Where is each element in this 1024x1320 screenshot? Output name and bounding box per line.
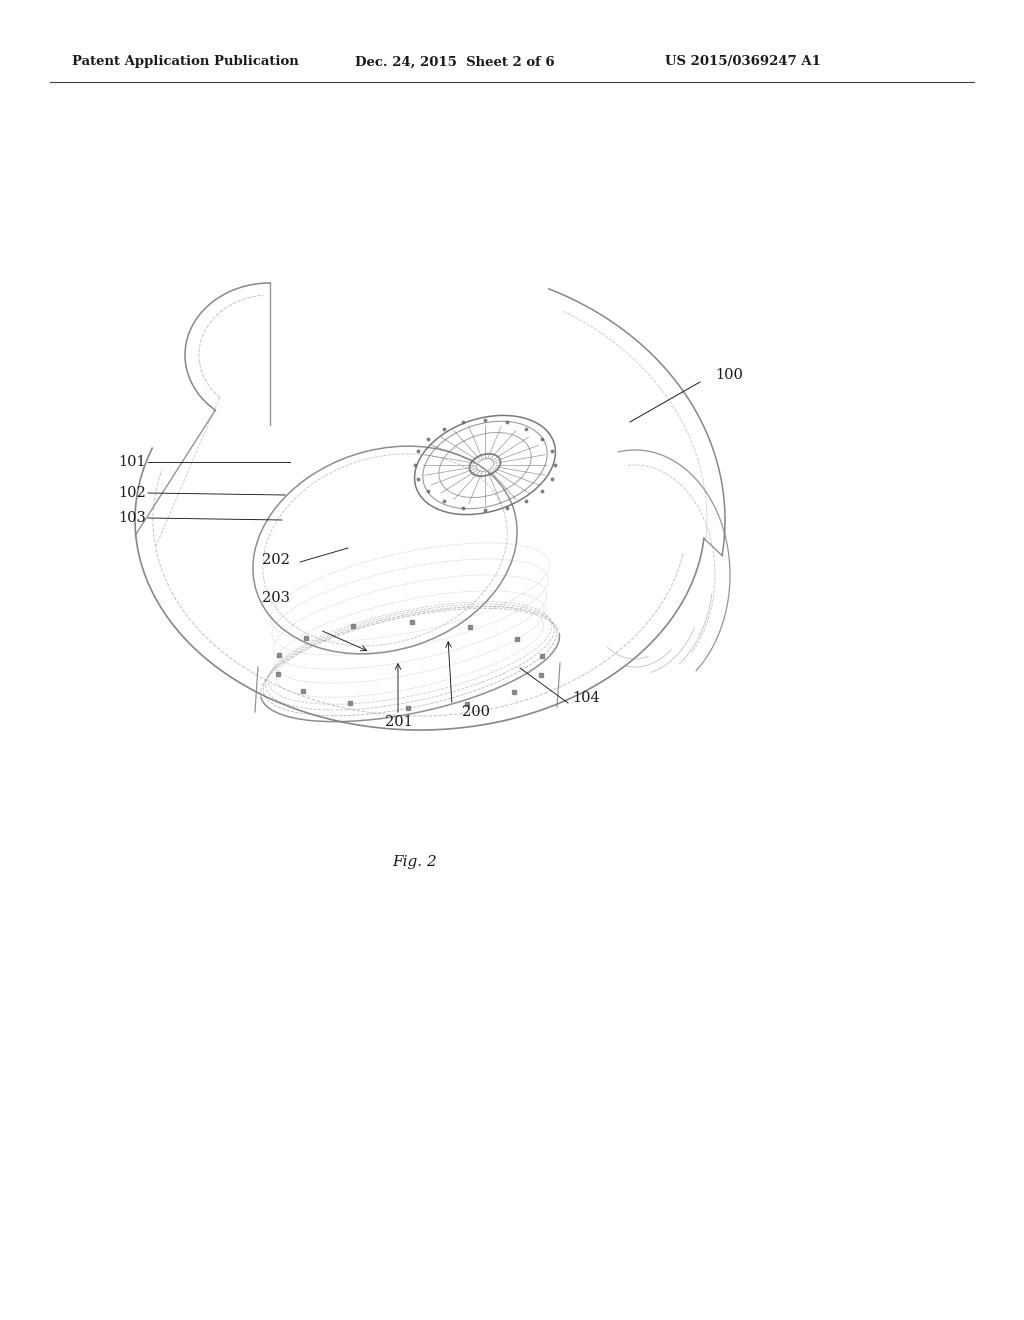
Text: 201: 201: [385, 715, 413, 729]
Text: 103: 103: [118, 511, 145, 525]
Text: 200: 200: [462, 705, 490, 719]
Text: 203: 203: [262, 591, 290, 605]
Text: 104: 104: [572, 690, 600, 705]
Text: US 2015/0369247 A1: US 2015/0369247 A1: [665, 55, 821, 69]
Text: 202: 202: [262, 553, 290, 568]
Text: 100: 100: [715, 368, 742, 381]
Text: Fig. 2: Fig. 2: [392, 855, 437, 869]
Text: 102: 102: [118, 486, 145, 500]
Text: 101: 101: [118, 455, 145, 469]
Text: Dec. 24, 2015  Sheet 2 of 6: Dec. 24, 2015 Sheet 2 of 6: [355, 55, 555, 69]
Text: Patent Application Publication: Patent Application Publication: [72, 55, 299, 69]
